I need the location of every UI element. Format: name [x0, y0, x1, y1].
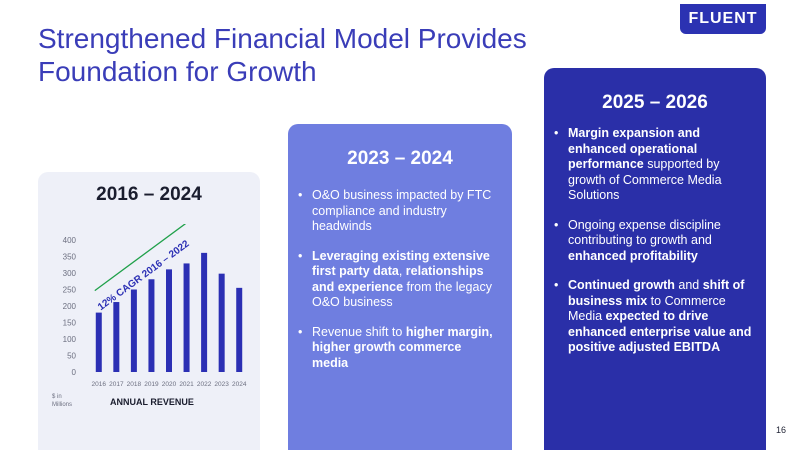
right-bullet-2-run-1: Ongoing expense discipline contributing …	[568, 217, 721, 248]
y-tick-label: 350	[63, 253, 77, 262]
right-bullet-3: Continued growth and shift of business m…	[554, 278, 752, 356]
right-bullet-3-run-2: and	[674, 278, 703, 292]
bar-2022	[201, 252, 208, 372]
x-tick-label: 2023	[214, 381, 229, 388]
x-tick-label: 2021	[179, 381, 194, 388]
cagr-arrow	[94, 224, 187, 292]
y-tick-label: 400	[63, 236, 77, 245]
mid-bullet-3-run-2: higher margin, higher growth commerce me…	[312, 324, 493, 370]
mid-bullet-1-run-1: O&O business impacted by FTC compliance …	[312, 188, 492, 233]
page-number: 16	[776, 425, 787, 435]
panel-heading-2025-2026: 2025 – 2026	[602, 92, 708, 113]
right-bullet-2: Ongoing expense discipline contributing …	[554, 217, 752, 265]
revenue-chart-svg: 0 50 100 150 200 250 300 350 400 2016 2017 2018 201…	[63, 224, 247, 388]
x-tick-label: 2024	[232, 381, 247, 388]
right-bullet-1-run-1: Margin expansion and enhanced operationa…	[568, 126, 700, 171]
right-bullet-2-run-2: enhanced profitability	[568, 248, 698, 263]
bullet-list-2025-2026: Margin expansion and enhanced operationa…	[544, 126, 766, 356]
bar-2019	[148, 279, 155, 372]
mid-bullet-2-run-1: Leveraging existing extensive first part…	[312, 248, 490, 279]
panel-2016-2024: 2016 – 2024 0 50 100 150 200 250 300 350 400 201…	[38, 172, 260, 450]
y-tick-label: 150	[63, 319, 77, 328]
bar-2023	[218, 273, 225, 372]
mid-bullet-2-run-2: ,	[398, 264, 406, 278]
y-tick-label: 300	[63, 269, 77, 278]
title-line-2: Foundation for Growth	[38, 56, 317, 87]
chart-caption: ANNUAL REVENUE	[110, 397, 194, 407]
x-tick-label: 2020	[162, 381, 177, 388]
y-tick-label: 100	[63, 335, 77, 344]
bar-2018	[130, 289, 137, 372]
slide-title: Strengthened Financial Model Provides Fo…	[38, 22, 598, 88]
right-bullet-3-run-3: shift of business mix	[568, 278, 745, 308]
mid-bullet-3-run-1: Revenue shift to	[312, 324, 406, 339]
bar-2016	[95, 312, 102, 372]
bar-2017	[113, 302, 120, 372]
mid-bullet-2-run-3: relationships and experience	[312, 264, 484, 294]
x-tick-label: 2016	[92, 381, 107, 388]
y-tick-label: 50	[67, 352, 76, 361]
y-tick-label: 250	[63, 286, 77, 295]
unit-label: $ in Millions	[52, 394, 73, 408]
panel-heading-2016-2024: 2016 – 2024	[96, 184, 202, 205]
right-bullet-1-run-2: supported by growth of Commerce Media So…	[568, 157, 722, 202]
right-bullet-1: Margin expansion and enhanced operationa…	[554, 126, 752, 204]
x-tick-label: 2019	[144, 381, 159, 388]
panel-heading-2023-2024: 2023 – 2024	[347, 148, 453, 169]
mid-bullet-3: Revenue shift to higher margin, higher g…	[298, 324, 498, 372]
x-tick-label: 2018	[127, 381, 142, 388]
bar-2021	[183, 263, 190, 372]
x-axis: 2016 2017 2018 2019 2020 2021 2022 2023 2024	[92, 381, 247, 388]
fluent-logo: FLUENT	[680, 4, 766, 34]
title-line-1: Strengthened Financial Model Provides	[38, 23, 527, 54]
x-tick-label: 2022	[197, 381, 212, 388]
bar-2024	[236, 287, 243, 372]
bars	[95, 252, 243, 372]
y-axis: 0 50 100 150 200 250 300 350 400	[63, 236, 77, 377]
mid-bullet-1: O&O business impacted by FTC compliance …	[298, 188, 498, 235]
panel-2025-2026: 2025 – 2026 Margin expansion and enhance…	[544, 68, 766, 450]
y-tick-label: 200	[63, 302, 77, 311]
x-tick-label: 2017	[109, 381, 124, 388]
revenue-chart: 0 50 100 150 200 250 300 350 400 2016 2017 2018 201…	[38, 224, 260, 450]
cagr-annotation: 12% CAGR 2016 – 2022	[96, 238, 192, 313]
right-bullet-3-run-4: to Commerce Media	[568, 293, 726, 324]
mid-bullet-2-run-4: from the legacy O&O business	[312, 279, 492, 310]
y-tick-label: 0	[72, 368, 77, 377]
right-bullet-3-run-1: Continued growth	[568, 278, 675, 292]
mid-bullet-2: Leveraging existing extensive first part…	[298, 248, 498, 311]
bar-2020	[166, 269, 172, 372]
panel-2023-2024: 2023 – 2024 O&O business impacted by FTC…	[288, 124, 512, 450]
bullet-list-2023-2024: O&O business impacted by FTC compliance …	[288, 188, 512, 371]
right-bullet-3-run-5: expected to drive enhanced enterprise va…	[568, 309, 752, 354]
